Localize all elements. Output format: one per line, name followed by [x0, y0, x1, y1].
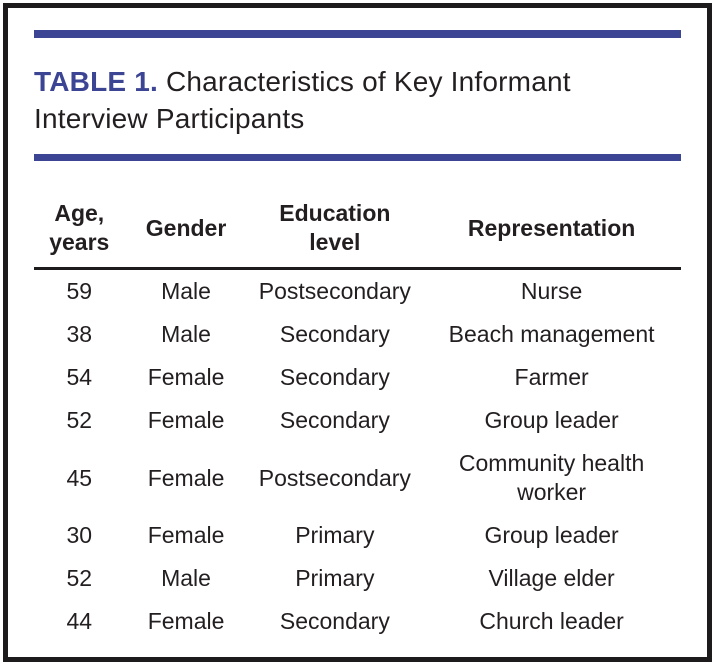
- gender-cell: Male: [161, 321, 211, 347]
- age-cell: 59: [66, 278, 93, 304]
- education-cell: Secondary: [279, 364, 390, 390]
- table-row: 52 Male Primary Village elder: [34, 557, 681, 600]
- age-cell: 52: [66, 407, 93, 433]
- participants-table: Age, years Gender Education level Repres…: [34, 161, 681, 643]
- education-cell: Primary: [295, 565, 375, 591]
- mid-divider: [34, 154, 681, 161]
- table-row: 44 Female Secondary Church leader: [34, 600, 681, 643]
- representation-cell: Church leader: [479, 608, 624, 634]
- table-row: 38 Male Secondary Beach management: [34, 313, 681, 356]
- representation-cell: Group leader: [484, 407, 619, 433]
- age-cell: 30: [66, 522, 93, 548]
- gender-cell: Female: [147, 364, 225, 390]
- table-row: 45 Female Postsecondary Community health…: [34, 442, 681, 514]
- column-header-age: Age, years: [34, 161, 125, 270]
- representation-cell: Beach management: [448, 321, 655, 347]
- representation-cell: Village elder: [488, 565, 615, 591]
- figure-frame: TABLE 1. Characteristics of Key Informan…: [3, 3, 712, 662]
- column-header-gender: Gender: [124, 161, 248, 270]
- education-cell: Secondary: [279, 321, 390, 347]
- education-cell: Postsecondary: [258, 278, 411, 304]
- education-cell: Secondary: [279, 407, 390, 433]
- representation-cell: Nurse: [520, 278, 583, 304]
- gender-cell: Female: [147, 407, 225, 433]
- age-cell: 44: [66, 608, 93, 634]
- table-header-row: Age, years Gender Education level Repres…: [34, 161, 681, 270]
- gender-cell: Male: [161, 278, 211, 304]
- education-cell: Postsecondary: [258, 464, 411, 491]
- education-cell: Primary: [295, 522, 375, 548]
- age-cell: 52: [66, 565, 93, 591]
- gender-cell: Female: [147, 522, 225, 548]
- representation-cell: Group leader: [484, 522, 619, 548]
- top-divider: [34, 30, 681, 38]
- age-cell: 45: [66, 464, 93, 491]
- representation-cell: Farmer: [514, 364, 589, 390]
- age-cell: 54: [66, 364, 93, 390]
- column-header-education: Education level: [247, 161, 423, 270]
- table-caption: TABLE 1. Characteristics of Key Informan…: [34, 63, 681, 137]
- table-row: 30 Female Primary Group leader: [34, 514, 681, 557]
- representation-cell: Community health worker: [458, 450, 645, 505]
- table-row: 52 Female Secondary Group leader: [34, 399, 681, 442]
- gender-cell: Male: [161, 565, 211, 591]
- education-cell: Secondary: [279, 608, 390, 634]
- column-header-representation: Representation: [422, 161, 681, 270]
- table-row: 54 Female Secondary Farmer: [34, 356, 681, 399]
- gender-cell: Female: [147, 464, 225, 491]
- table-number-label: TABLE 1.: [34, 66, 158, 97]
- table-title-text: Characteristics of Key Informant Intervi…: [34, 66, 571, 134]
- gender-cell: Female: [147, 608, 225, 634]
- table-row: 59 Male Postsecondary Nurse: [34, 269, 681, 314]
- age-cell: 38: [66, 321, 93, 347]
